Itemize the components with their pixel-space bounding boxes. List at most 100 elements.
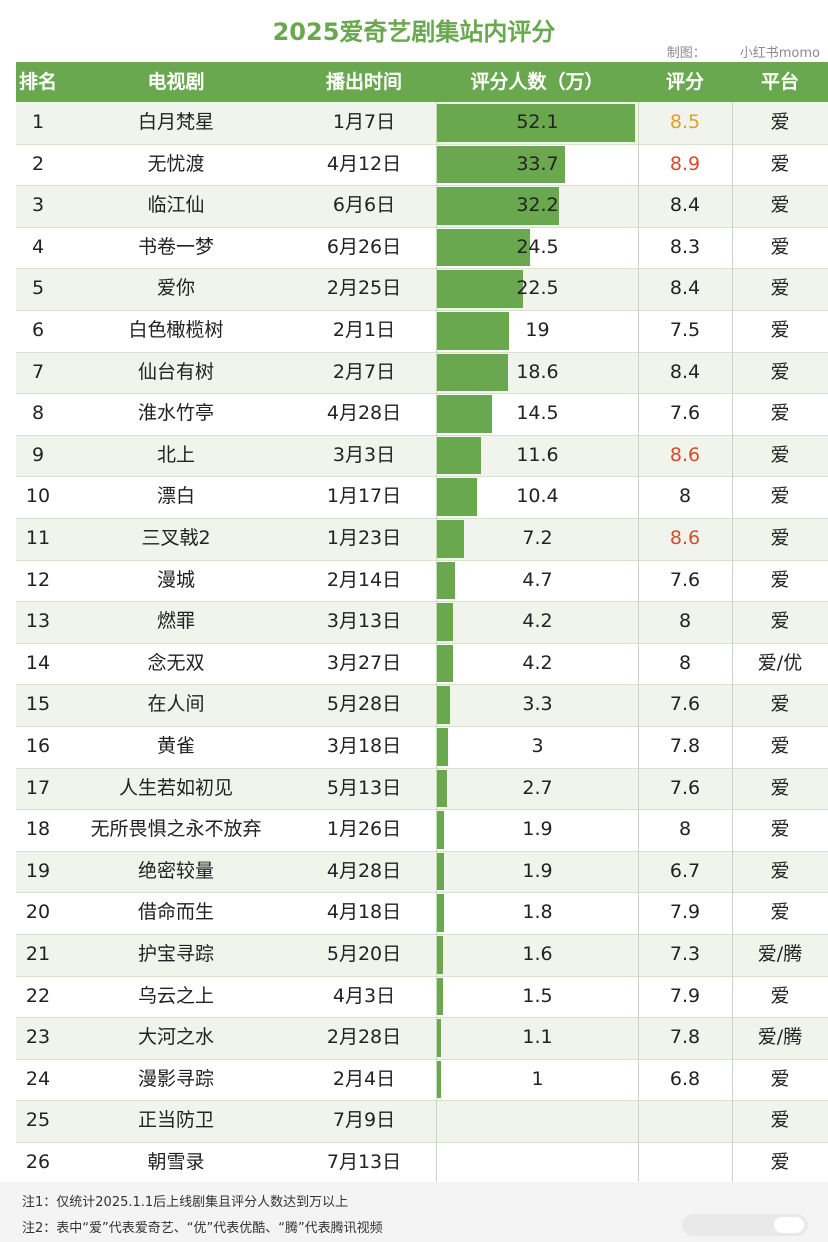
rating-count-bar — [437, 686, 450, 724]
rating-count-cell: 1.6 — [437, 934, 638, 976]
drama-name-cell: 正当防卫 — [137, 1109, 214, 1132]
notes-panel: 注1：仅统计2025.1.1后上线剧集且评分人数达到万以上 注2：表中“爱”代表… — [0, 1182, 828, 1242]
table-header: 排名 电视剧 播出时间 评分人数（万） 评分 平台 — [16, 62, 828, 102]
rating-count-label: 1.5 — [522, 984, 553, 1007]
horizontal-scrollbar[interactable] — [682, 1214, 808, 1236]
row-divider — [16, 1017, 828, 1019]
drama-name-cell: 临江仙 — [147, 194, 205, 217]
row-divider — [16, 684, 828, 686]
table-row: 14 念无双 3月27日 4.2 8 爱/优 — [16, 642, 828, 685]
table-row: 15 在人间 5月28日 3.3 7.6 爱 — [16, 684, 828, 726]
rating-cell: 7.6 — [669, 402, 701, 425]
table-row: 19 绝密较量 4月28日 1.9 6.7 爱 — [16, 850, 828, 893]
drama-name-cell: 北上 — [156, 443, 195, 466]
header-rating: 评分 — [665, 71, 704, 93]
rating-count-label: 19 — [525, 319, 550, 341]
rank-cell: 16 — [25, 735, 51, 757]
rank-cell: 26 — [25, 1151, 51, 1173]
rank-cell: 23 — [25, 1026, 51, 1049]
rating-count-cell: 3.3 — [437, 684, 638, 726]
rating-cell: 8.6 — [669, 443, 701, 466]
table-row: 17 人生若如初见 5月13日 2.7 7.6 爱 — [16, 767, 828, 810]
rating-count-bar — [437, 187, 559, 225]
air-date-cell: 2月7日 — [332, 360, 396, 383]
rating-count-label: 22.5 — [516, 277, 559, 300]
rating-count-cell: 1.8 — [437, 892, 638, 934]
row-divider — [16, 850, 828, 852]
table-row: 7 仙台有树 2月7日 18.6 8.4 爱 — [16, 351, 828, 394]
platform-cell: 爱 — [770, 443, 790, 466]
row-divider — [16, 809, 828, 811]
rating-count-cell: 19 — [437, 310, 638, 352]
rating-count-label: 4.7 — [522, 568, 553, 591]
rating-count-cell: 1.5 — [437, 976, 638, 1018]
row-divider — [16, 934, 828, 935]
drama-name-cell: 无忧渡 — [147, 152, 205, 175]
air-date-cell: 3月13日 — [326, 610, 402, 633]
rating-count-label: 1.9 — [522, 859, 553, 882]
rating-cell: 7.3 — [669, 943, 701, 965]
rating-cell: 7.9 — [669, 984, 701, 1007]
table-row: 1 白月梵星 1月7日 52.1 8.5 爱 — [16, 102, 828, 144]
credit-author: 小红书momo — [739, 46, 820, 61]
drama-name-cell: 白色橄榄树 — [128, 319, 224, 341]
chart-title: 2025爱奇艺剧集站内评分 — [272, 18, 556, 46]
rank-cell: 22 — [25, 984, 51, 1007]
air-date-cell: 3月18日 — [326, 735, 402, 757]
rating-count-label: 7.2 — [522, 527, 553, 549]
rating-count-cell: 1.9 — [437, 809, 638, 851]
rating-count-label: 1.6 — [522, 943, 553, 965]
rating-count-bar — [437, 478, 477, 516]
rating-count-label: 1.8 — [522, 901, 553, 924]
drama-name-cell: 燃罪 — [156, 610, 195, 633]
rank-cell: 7 — [31, 360, 45, 383]
table-row: 5 爱你 2月25日 22.5 8.4 爱 — [16, 268, 828, 310]
row-divider — [16, 351, 828, 353]
rating-cell: 8.6 — [669, 527, 701, 549]
rating-count-cell: 52.1 — [437, 102, 638, 144]
platform-cell: 爱 — [770, 693, 790, 716]
platform-cell: 爱 — [770, 776, 790, 799]
platform-cell: 爱 — [770, 402, 790, 425]
platform-cell: 爱 — [770, 1151, 790, 1173]
platform-cell: 爱 — [770, 360, 790, 383]
rating-count-bar — [437, 395, 492, 433]
air-date-cell: 1月17日 — [326, 485, 402, 508]
row-divider — [16, 476, 828, 478]
rating-count-label — [437, 1100, 638, 1142]
rating-count-label: 2.7 — [522, 776, 553, 799]
platform-cell: 爱 — [770, 818, 790, 841]
rank-cell: 14 — [25, 651, 51, 674]
rating-count-cell: 2.7 — [437, 768, 638, 810]
rating-cell: 7.6 — [669, 693, 701, 716]
rating-count-cell: 32.2 — [437, 185, 638, 227]
platform-cell: 爱 — [770, 235, 790, 258]
air-date-cell: 5月13日 — [326, 776, 402, 799]
drama-name-cell: 大河之水 — [137, 1026, 214, 1049]
air-date-cell: 7月9日 — [332, 1109, 396, 1132]
rating-count-cell: 10.4 — [437, 476, 638, 518]
rating-count-label: 14.5 — [516, 402, 559, 425]
table-row: 26 朝雪录 7月13日 爱 — [16, 1142, 828, 1184]
table-row: 22 乌云之上 4月3日 1.5 7.9 爱 — [16, 975, 828, 1018]
table-row: 13 燃罪 3月13日 4.2 8 爱 — [16, 601, 828, 643]
rating-count-label: 52.1 — [516, 111, 559, 133]
table-row: 23 大河之水 2月28日 1.1 7.8 爱/腾 — [16, 1017, 828, 1059]
row-divider — [16, 726, 828, 727]
rating-count-label: 1.9 — [522, 818, 553, 841]
rating-count-cell: 22.5 — [437, 268, 638, 310]
drama-name-cell: 绝密较量 — [137, 859, 214, 882]
row-divider — [16, 559, 828, 561]
rating-cell: 7.8 — [669, 1026, 701, 1049]
air-date-cell: 4月12日 — [326, 152, 402, 175]
row-divider — [16, 601, 828, 603]
scrollbar-thumb[interactable] — [774, 1217, 804, 1233]
drama-name-cell: 护宝寻踪 — [137, 943, 214, 965]
rank-cell: 24 — [25, 1067, 51, 1090]
rating-cell: 6.8 — [669, 1067, 701, 1090]
drama-name-cell: 无所畏惧之永不放弃 — [90, 818, 262, 841]
rank-cell: 21 — [25, 943, 51, 965]
drama-name-cell: 在人间 — [147, 693, 205, 716]
table-row: 9 北上 3月3日 11.6 8.6 爱 — [16, 434, 828, 477]
rating-count-bar — [437, 436, 481, 475]
